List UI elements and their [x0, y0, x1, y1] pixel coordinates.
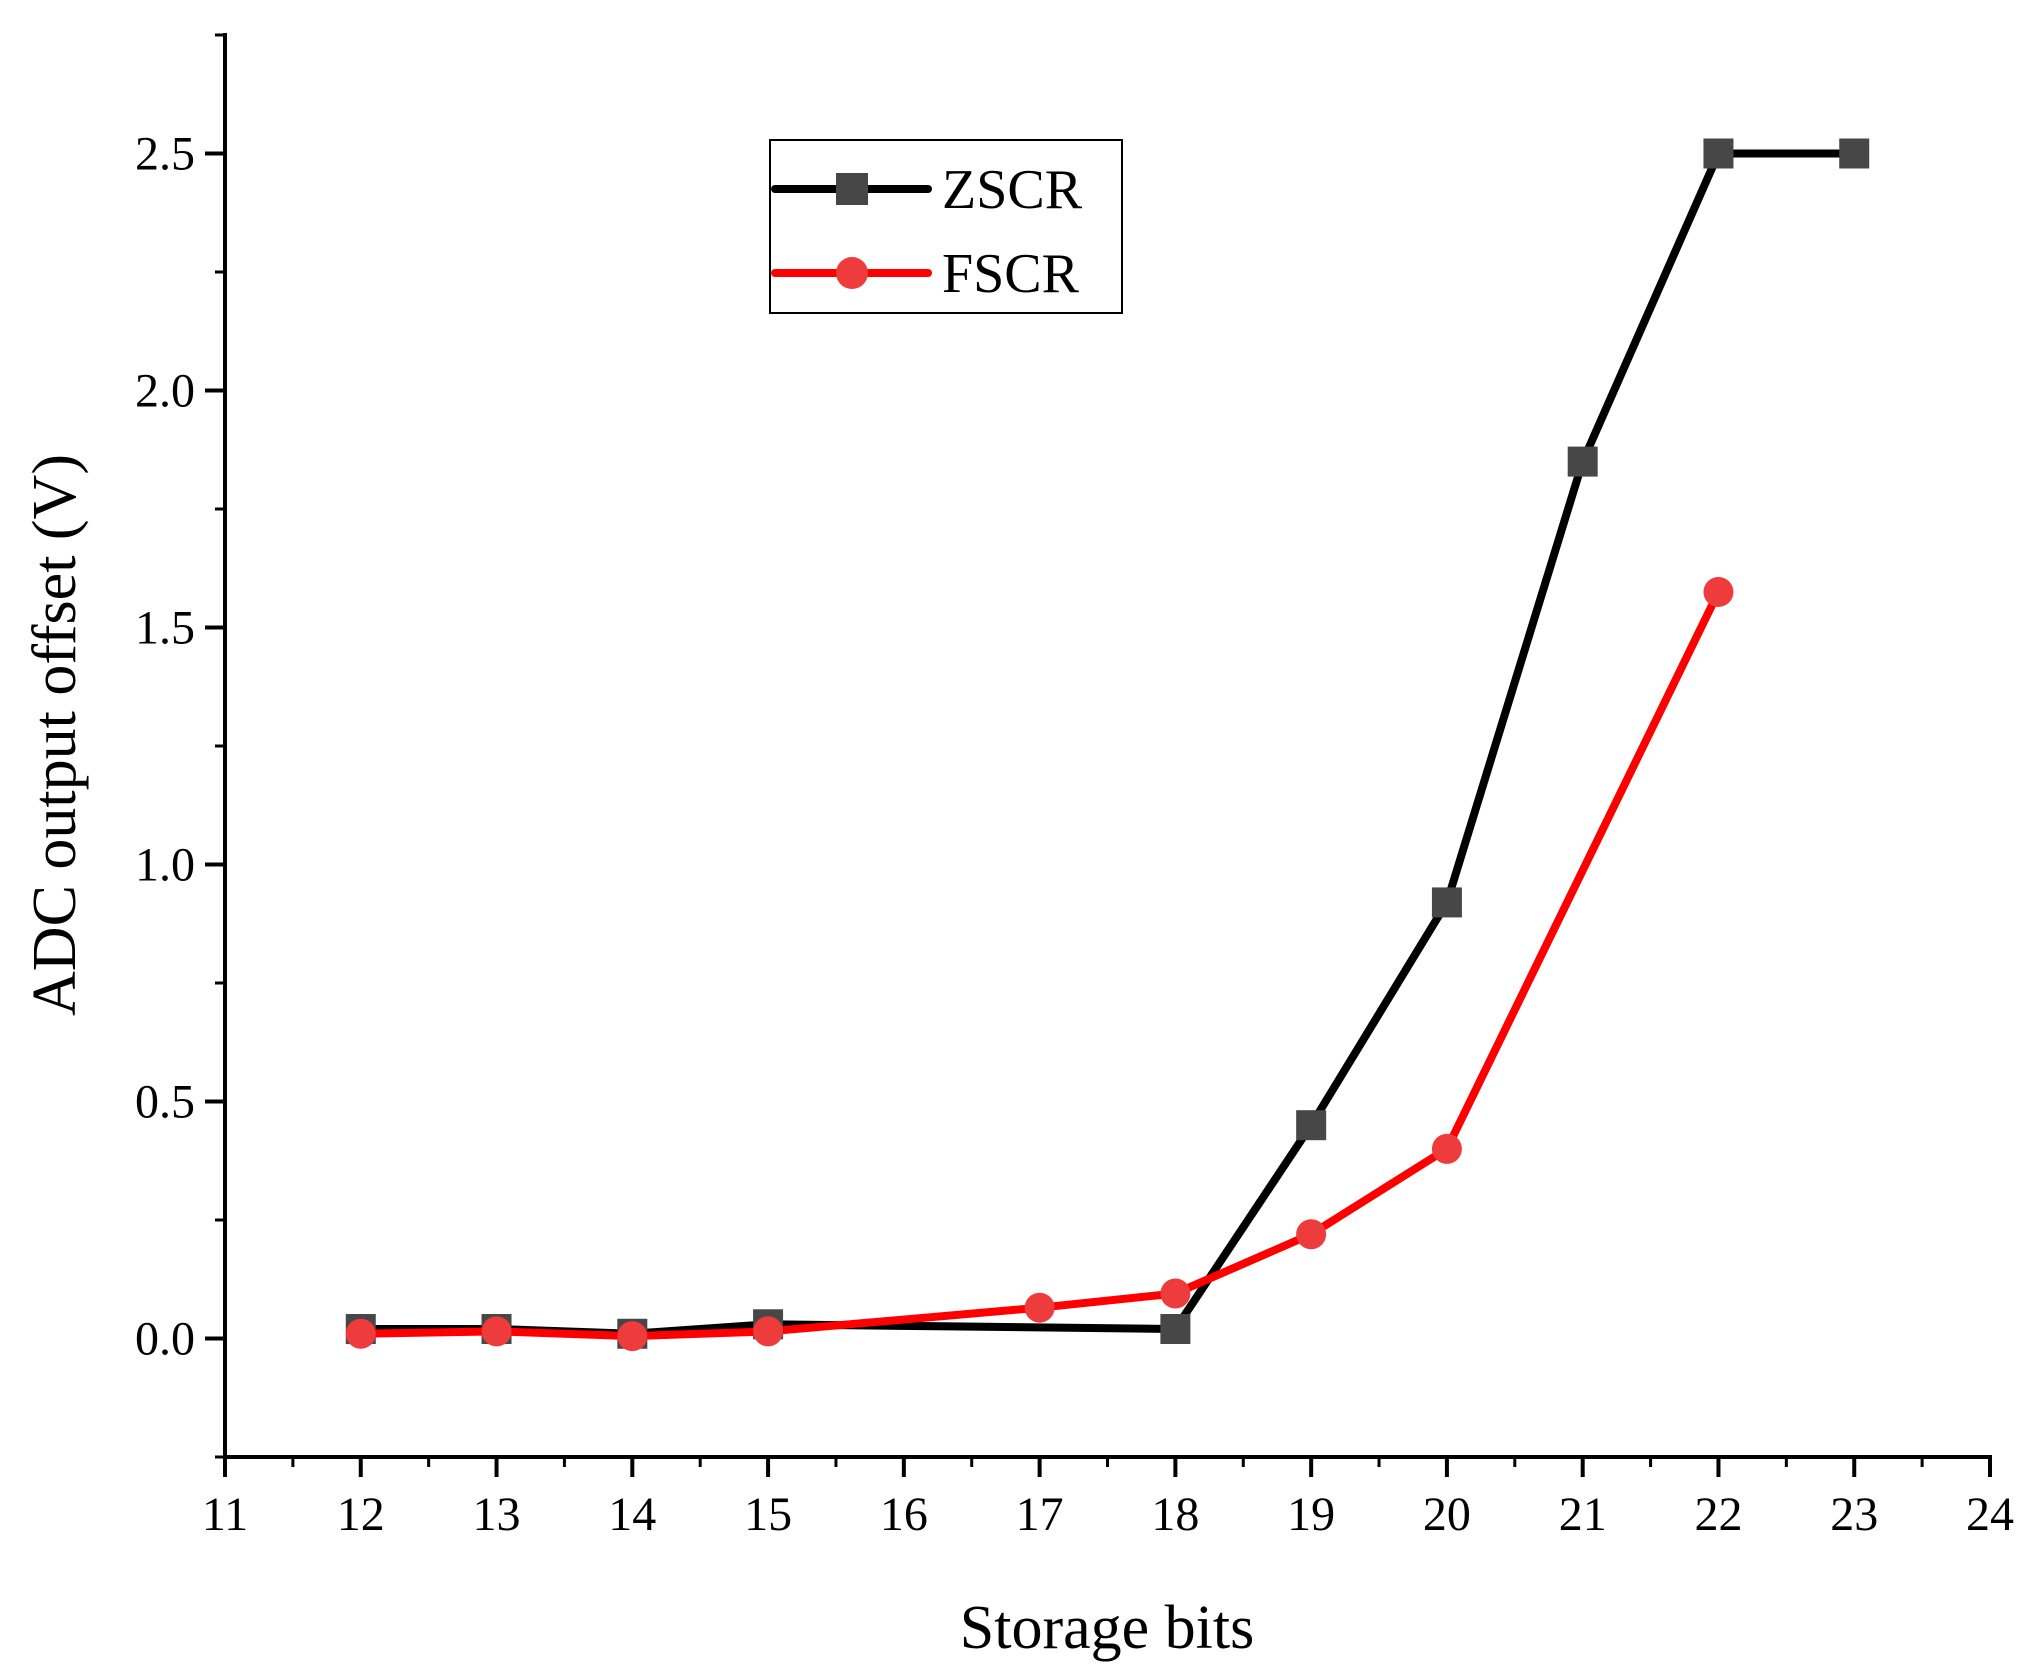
series-layer — [345, 138, 1870, 1352]
plot-frame: 11 12 13 14 15 16 17 18 19 20 21 22 23 24 0.0 0.5 1.0 1.5… — [135, 33, 2014, 1541]
legend-entry-fscr: FSCR — [771, 243, 1080, 305]
data-point — [753, 1316, 784, 1347]
x-tick-label: 12 — [337, 1488, 385, 1541]
x-tick-label: 18 — [1151, 1488, 1199, 1541]
x-tick-label: 17 — [1016, 1488, 1064, 1541]
x-tick-label: 23 — [1830, 1488, 1878, 1541]
x-tick-label: 16 — [880, 1488, 928, 1541]
x-tick-label: 14 — [608, 1488, 656, 1541]
data-point — [1839, 138, 1870, 169]
y-tick-label: 2.5 — [135, 128, 195, 181]
x-tick-label: 24 — [1966, 1488, 2014, 1541]
x-tick-label: 21 — [1559, 1488, 1607, 1541]
data-point — [345, 1318, 376, 1349]
x-tick-label: 19 — [1287, 1488, 1335, 1541]
x-axis-title: Storage bits — [960, 1594, 1254, 1662]
series-fscr — [345, 576, 1734, 1352]
data-point — [1703, 576, 1734, 607]
y-axis-title: ADC output offset (V) — [21, 454, 89, 1016]
legend-entry-zscr: ZSCR — [771, 159, 1083, 221]
series-line — [356, 587, 1723, 1341]
y-tick-label: 1.5 — [135, 602, 195, 655]
series-line — [356, 149, 1859, 1338]
x-tick-label: 22 — [1694, 1488, 1742, 1541]
data-point — [1024, 1292, 1055, 1323]
y-tick-label: 2.0 — [135, 365, 195, 418]
data-point — [1160, 1314, 1191, 1345]
data-point — [1431, 887, 1462, 918]
x-tick-label: 15 — [744, 1488, 792, 1541]
legend-box — [769, 139, 1123, 314]
data-point — [1160, 1278, 1191, 1309]
x-tick-label: 20 — [1423, 1488, 1471, 1541]
legend-label: FSCR — [942, 243, 1080, 305]
x-tick-label: 13 — [473, 1488, 521, 1541]
data-point — [1296, 1110, 1327, 1141]
data-point — [1431, 1133, 1462, 1164]
legend: ZSCR FSCR — [769, 139, 1123, 314]
data-point — [1703, 138, 1734, 169]
x-tick-label: 11 — [202, 1488, 248, 1541]
legend-marker — [836, 257, 868, 289]
data-point — [1567, 446, 1598, 477]
y-tick-label: 0.5 — [135, 1076, 195, 1129]
y-tick-label: 0.0 — [135, 1313, 195, 1366]
data-point — [481, 1316, 512, 1347]
data-point — [617, 1321, 648, 1352]
legend-label: ZSCR — [942, 159, 1083, 221]
data-point — [1296, 1219, 1327, 1250]
y-tick-label: 1.0 — [135, 839, 195, 892]
legend-marker — [836, 173, 868, 205]
